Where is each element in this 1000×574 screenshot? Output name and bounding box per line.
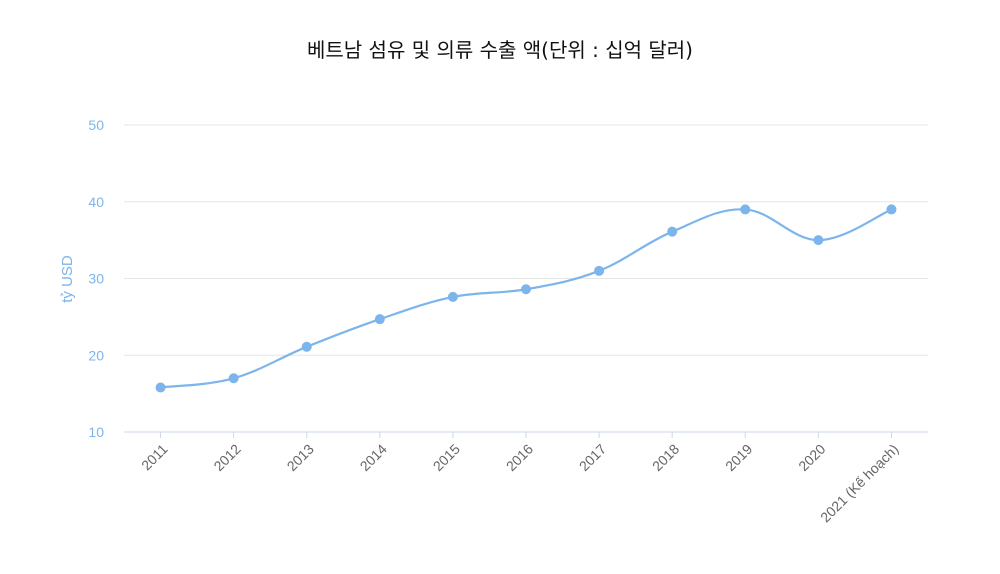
data-point[interactable] xyxy=(813,235,824,246)
x-tick-label: 2015 xyxy=(430,441,463,474)
y-tick-label: 30 xyxy=(88,271,104,287)
data-point[interactable] xyxy=(886,204,897,215)
y-tick-label: 20 xyxy=(88,347,104,363)
data-point[interactable] xyxy=(594,265,605,276)
y-axis-label: tỷ USD xyxy=(59,255,76,303)
chart-title: 베트남 섬유 및 의류 수출 액(단위 : 십억 달러) xyxy=(306,38,693,62)
series-line xyxy=(160,208,892,389)
data-point[interactable] xyxy=(667,226,678,237)
x-tick-label: 2013 xyxy=(284,441,317,474)
y-tick-label: 40 xyxy=(88,194,104,210)
x-tick-label: 2018 xyxy=(649,441,682,474)
x-tick-label: 2019 xyxy=(722,441,755,474)
x-tick-label: 2017 xyxy=(576,441,609,474)
x-axis-ticks: 2011 2012 2013 2014 2015 2016 2017 2018 2019 2020… xyxy=(138,432,902,525)
x-tick-label: 2016 xyxy=(503,441,536,474)
data-point[interactable] xyxy=(374,314,385,325)
data-points xyxy=(155,204,897,393)
grid-lines xyxy=(124,124,928,433)
data-point[interactable] xyxy=(155,382,166,393)
x-tick-label: 2011 xyxy=(138,441,171,474)
data-point[interactable] xyxy=(301,341,312,352)
x-tick-label: 2021 (Kế hoạch) xyxy=(817,441,902,526)
data-point[interactable] xyxy=(228,373,239,384)
data-point[interactable] xyxy=(521,284,531,295)
data-point[interactable] xyxy=(740,204,751,215)
y-tick-label: 50 xyxy=(88,117,104,133)
data-point[interactable] xyxy=(447,291,458,302)
y-axis-ticks: 10 20 30 40 50 xyxy=(88,117,104,440)
x-tick-label: 2014 xyxy=(357,441,390,474)
y-tick-label: 10 xyxy=(88,424,104,440)
x-tick-label: 2012 xyxy=(210,441,243,474)
x-tick-label: 2020 xyxy=(795,441,828,474)
